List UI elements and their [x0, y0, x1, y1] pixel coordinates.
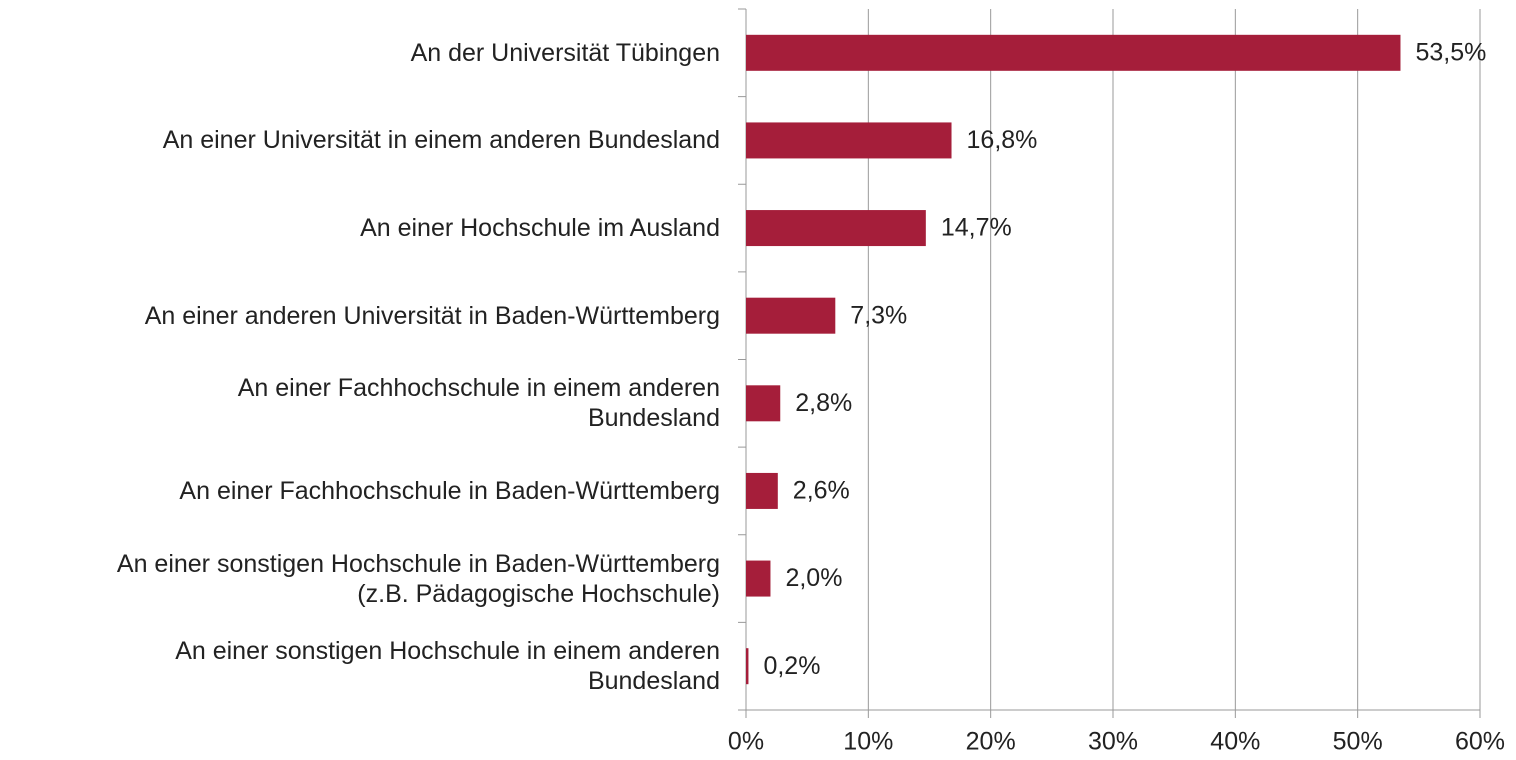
y-tick-label: An einer sonstigen Hochschule in Baden-W…: [116, 549, 720, 608]
x-tick-label: 60%: [1455, 728, 1505, 756]
y-tick-label: An einer Fachhochschule in einem anderen…: [237, 374, 720, 433]
bar: [746, 210, 926, 247]
bar: [746, 34, 1401, 71]
y-tick-label: An einer Hochschule im Ausland: [360, 214, 720, 243]
bar: [746, 648, 749, 685]
value-label: 16,8%: [967, 126, 1038, 154]
x-tick-label: 0%: [728, 728, 764, 756]
value-label: 53,5%: [1415, 38, 1486, 66]
bar: [746, 472, 778, 509]
value-label: 0,2%: [763, 652, 820, 680]
y-tick-label: An einer Fachhochschule in Baden-Württem…: [179, 476, 720, 505]
y-tick-label: An einer anderen Universität in Baden-Wü…: [144, 301, 720, 330]
bar: [746, 297, 836, 334]
x-tick-label: 30%: [1088, 728, 1138, 756]
x-tick-label: 50%: [1333, 728, 1383, 756]
x-tick-label: 40%: [1210, 728, 1260, 756]
bar: [746, 560, 771, 597]
x-tick-label: 10%: [843, 728, 893, 756]
bar: [746, 385, 781, 422]
value-label: 7,3%: [850, 301, 907, 329]
value-label: 2,6%: [793, 477, 850, 505]
x-tick-label: 20%: [966, 728, 1016, 756]
value-label: 2,8%: [795, 389, 852, 417]
bar: [746, 122, 952, 159]
value-label: 2,0%: [785, 564, 842, 592]
y-tick-label: An einer sonstigen Hochschule in einem a…: [175, 637, 720, 696]
value-label: 14,7%: [941, 214, 1012, 242]
y-tick-label: An der Universität Tübingen: [410, 38, 720, 67]
y-tick-label: An einer Universität in einem anderen Bu…: [162, 126, 720, 155]
